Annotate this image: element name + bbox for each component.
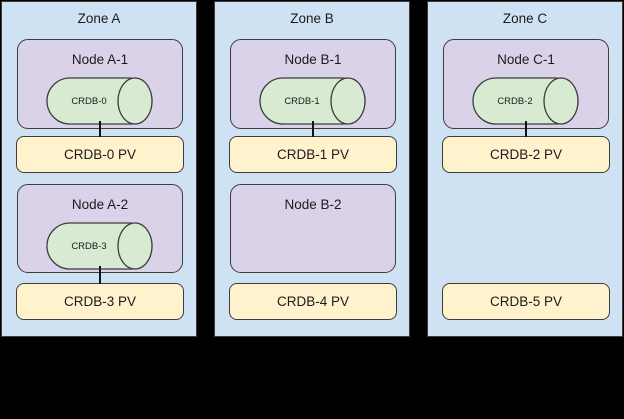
node-label: Node A-1	[71, 52, 129, 67]
pv-label: CRDB-5 PV	[489, 294, 562, 309]
pod-pv-connector-line	[98, 121, 101, 137]
zone-label: Zone A	[77, 11, 121, 26]
crdb-3-pod-cylinder: CRDB-3	[46, 222, 153, 270]
zone-b: Zone B Node B-1 CRDB-1 CRDB-1 PV Node B-…	[214, 1, 410, 337]
node-label: Node A-2	[71, 197, 129, 212]
zone-label: Zone C	[502, 11, 548, 26]
zone-label: Zone B	[290, 11, 334, 26]
pv-label: CRDB-1 PV	[276, 147, 349, 162]
pv-label: CRDB-2 PV	[489, 147, 562, 162]
node-b-2: Node B-2	[230, 184, 396, 273]
db-cylinder-label: CRDB-1	[284, 95, 320, 107]
node-label: Node C-1	[497, 52, 555, 67]
db-cylinder-icon	[259, 77, 366, 125]
pod-pv-connector-line	[524, 121, 527, 137]
crdb-0-pod-cylinder: CRDB-0	[46, 77, 153, 125]
db-cylinder-label: CRDB-0	[71, 95, 107, 107]
node-label: Node B-2	[284, 197, 342, 212]
pod-pv-connector-line	[311, 121, 314, 137]
db-cylinder-icon	[46, 222, 153, 270]
pv-box: CRDB-2 PV	[442, 136, 610, 173]
pv-box: CRDB-0 PV	[16, 136, 184, 173]
pv-label: CRDB-4 PV	[276, 294, 349, 309]
pv-box: CRDB-4 PV	[229, 283, 397, 320]
crdb-1-pod-cylinder: CRDB-1	[259, 77, 366, 125]
db-cylinder-icon	[46, 77, 153, 125]
pv-box: CRDB-5 PV	[442, 283, 610, 320]
zone-a: Zone A Node A-1 CRDB-0 CRDB-0 PV Node A-…	[1, 1, 197, 337]
pod-pv-connector-line	[98, 266, 101, 284]
db-cylinder-label: CRDB-3	[71, 240, 107, 252]
node-label: Node B-1	[284, 52, 342, 67]
pv-box: CRDB-3 PV	[16, 283, 184, 320]
db-cylinder-label: CRDB-2	[497, 95, 533, 107]
pv-label: CRDB-0 PV	[63, 147, 136, 162]
zone-c: Zone C Node C-1 CRDB-2 CRDB-2 PV CRDB-5 …	[427, 1, 623, 337]
pv-box: CRDB-1 PV	[229, 136, 397, 173]
crdb-2-pod-cylinder: CRDB-2	[472, 77, 579, 125]
pv-label: CRDB-3 PV	[63, 294, 136, 309]
